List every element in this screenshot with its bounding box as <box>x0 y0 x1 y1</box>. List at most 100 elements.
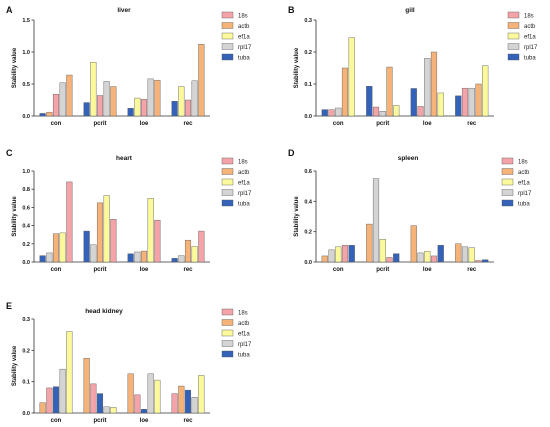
bar-B-pcrit-tuba <box>366 86 373 117</box>
x-tick-label-B: pcrit <box>376 121 389 127</box>
bar-D-pcrit-18s <box>386 257 393 263</box>
legend-label-actb: actb <box>238 170 250 176</box>
bar-A-pcrit-ef1a <box>90 62 97 117</box>
bar-C-pcrit-ef1a <box>103 195 110 263</box>
bar-C-pcrit-actb <box>96 202 104 263</box>
bar-A-rec-tuba <box>171 101 178 117</box>
bar-B-loe-tuba <box>410 88 417 117</box>
bar-D-con-actb <box>321 255 328 263</box>
bar-B-rec-ef1a <box>482 65 489 117</box>
bar-C-loe-18s <box>154 219 161 263</box>
bar-E-con-rpl17 <box>59 368 66 414</box>
y-tick-label-A: 1.5 <box>22 18 30 24</box>
legend-label-18s: 18s <box>238 14 248 20</box>
bar-A-loe-ef1a <box>134 97 141 117</box>
legend-label-rpl17: rpl17 <box>238 45 252 51</box>
bar-E-loe-tuba <box>140 409 148 414</box>
x-tick-label-C: loe <box>140 267 149 273</box>
bar-A-pcrit-18s <box>96 95 104 117</box>
bar-B-rec-rpl17 <box>468 87 475 117</box>
legend-swatch-18s <box>507 11 520 19</box>
legend-label-rpl17: rpl17 <box>238 342 252 348</box>
legend-label-rpl17: rpl17 <box>518 191 532 197</box>
bar-D-con-tuba <box>348 245 355 263</box>
bar-B-pcrit-rpl17 <box>379 110 386 117</box>
y-tick-label-D: 0.6 <box>304 169 312 175</box>
legend-swatch-actb <box>221 22 234 29</box>
bar-D-loe-rpl17 <box>417 252 424 263</box>
legend-swatch-tuba <box>501 199 514 207</box>
legend-label-tuba: tuba <box>238 202 250 208</box>
legend-label-tuba: tuba <box>518 202 530 208</box>
bar-D-loe-tuba <box>437 245 444 263</box>
panel-title-C: heart <box>116 155 133 162</box>
legend-label-ef1a: ef1a <box>238 332 250 338</box>
bar-C-loe-rpl17 <box>134 251 141 263</box>
bar-D-loe-actb <box>410 225 417 263</box>
y-tick-label-C: 0.6 <box>22 205 30 211</box>
bar-D-pcrit-rpl17 <box>372 178 380 263</box>
y-tick-label-D: 0.0 <box>304 260 312 266</box>
y-tick-label-B: 0.1 <box>304 82 312 88</box>
bar-E-pcrit-tuba <box>96 393 104 414</box>
panel-title-B: gill <box>405 7 415 14</box>
bar-C-rec-rpl17 <box>178 255 185 263</box>
x-tick-label-D: loe <box>423 267 432 273</box>
bar-B-rec-actb <box>475 83 482 117</box>
legend-label-tuba: tuba <box>524 56 536 62</box>
legend-swatch-tuba <box>221 53 234 61</box>
legend-swatch-ef1a <box>221 329 234 337</box>
legend-swatch-rpl17 <box>221 189 234 196</box>
legend-label-rpl17: rpl17 <box>524 45 538 51</box>
bar-E-pcrit-rpl17 <box>103 406 110 414</box>
bar-A-loe-actb <box>154 79 161 117</box>
legend-label-ef1a: ef1a <box>524 35 536 41</box>
panel-letter-C: C <box>6 148 13 158</box>
y-tick-label-A: 0.5 <box>22 82 30 88</box>
bar-B-con-actb <box>341 67 349 117</box>
bar-C-rec-18s <box>198 230 205 263</box>
bar-A-con-rpl17 <box>59 82 66 117</box>
panel-letter-B: B <box>288 5 295 15</box>
bar-D-con-rpl17 <box>328 249 335 263</box>
bar-D-pcrit-actb <box>366 223 373 263</box>
bar-A-loe-tuba <box>127 108 134 117</box>
bar-D-rec-18s <box>475 260 482 263</box>
x-tick-label-B: loe <box>423 121 432 127</box>
bar-D-con-18s <box>341 245 349 263</box>
legend-swatch-rpl17 <box>501 189 514 196</box>
bar-E-con-18s <box>46 387 53 414</box>
x-tick-label-C: pcrit <box>93 267 106 273</box>
y-tick-label-B: 0.3 <box>304 18 312 24</box>
bar-C-rec-tuba <box>171 258 178 263</box>
bar-D-con-ef1a <box>335 246 342 263</box>
legend-swatch-ef1a <box>501 178 514 186</box>
legend-label-18s: 18s <box>524 14 534 20</box>
x-tick-label-B: rec <box>467 121 477 127</box>
x-tick-label-D: con <box>333 267 344 273</box>
legend-label-18s: 18s <box>518 160 528 166</box>
bar-C-loe-tuba <box>127 253 134 263</box>
bar-A-rec-ef1a <box>178 86 185 117</box>
bar-A-loe-18s <box>140 99 148 117</box>
bar-C-rec-ef1a <box>191 246 198 263</box>
x-tick-label-A: pcrit <box>93 121 106 127</box>
legend-swatch-18s <box>221 11 234 19</box>
y-tick-label-C: 0.2 <box>22 242 30 248</box>
bar-C-con-actb <box>52 233 60 263</box>
y-tick-label-A: 1.0 <box>22 50 30 56</box>
x-tick-label-A: con <box>51 121 62 127</box>
x-tick-label-C: rec <box>183 267 193 273</box>
bar-D-loe-18s <box>430 255 438 263</box>
bar-B-pcrit-actb <box>386 66 393 117</box>
bar-A-rec-18s <box>184 99 192 117</box>
bar-D-rec-actb <box>455 243 462 263</box>
bar-E-pcrit-actb <box>83 357 90 414</box>
bar-A-con-actb <box>66 74 73 117</box>
y-axis-label-B: Stability value <box>294 47 300 88</box>
bar-A-pcrit-rpl17 <box>103 81 110 117</box>
bar-B-con-ef1a <box>348 37 355 117</box>
y-tick-label-D: 0.4 <box>304 199 313 205</box>
bar-E-loe-ef1a <box>154 379 161 414</box>
bar-A-con-tuba <box>39 113 46 117</box>
